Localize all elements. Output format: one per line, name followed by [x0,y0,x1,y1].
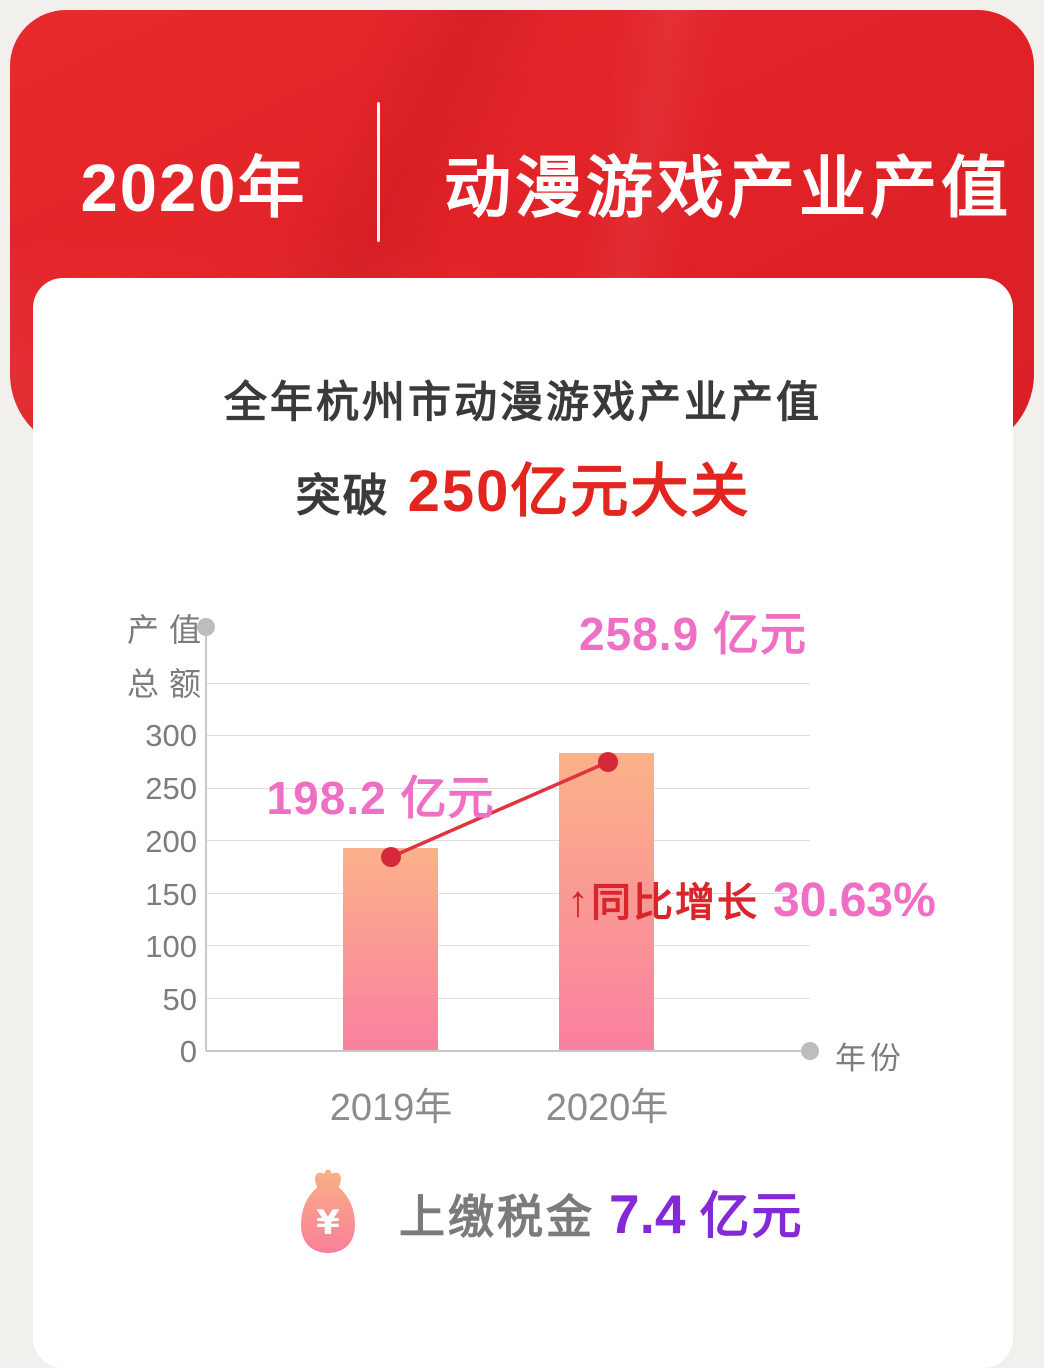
y-tick-label: 150 [145,877,197,912]
subtitle-prefix: 突破 [295,470,390,521]
gridline [206,893,810,894]
y-tick-label: 300 [145,718,197,753]
y-tick-label: 250 [145,771,197,806]
y-tick-label: 0 [179,1034,197,1069]
gridline [206,840,810,841]
card-title: 全年杭州市动漫游戏产业产值 [224,379,822,427]
growth-label: 同比增长 [591,881,759,925]
bar-label-2019: 198.2 亿元 [266,772,495,824]
x-axis-end-dot [801,1042,819,1060]
x-category-2020: 2020年 [545,1087,669,1129]
y-tick-label: 100 [145,929,197,964]
trend-line-overlay [381,752,618,867]
subtitle-highlight: 250亿元大关 [407,459,751,524]
banner-year: 2020年 [80,151,307,226]
tax-text: 上缴税金 7.4 亿元 [399,1176,803,1248]
bar-2019 [343,848,438,1050]
gridline [206,998,810,999]
growth-annotation: ↑ 同比增长 30.63% [567,870,936,928]
gridline [206,945,810,946]
banner-title: 动漫游戏产业产值 [444,151,1012,226]
gridline [206,683,810,684]
bar-label-2020: 258.9 亿元 [579,608,807,660]
growth-value: 30.63% [773,874,936,927]
banner-divider [377,102,380,242]
tax-unit: 亿元 [699,1188,804,1244]
yuan-symbol: ¥ [316,1203,340,1243]
money-bag-body [301,1186,355,1253]
x-axis-line [206,1050,810,1052]
x-category-2019: 2019年 [329,1087,453,1129]
tax-value: 7.4 [609,1183,686,1245]
up-arrow-icon: ↑ [567,877,589,926]
tax-label: 上缴税金 [399,1191,595,1243]
y-axis-end-dot [197,618,215,636]
y-axis-title: 产值 总额 [127,603,237,711]
red-banner: 2020年 动漫游戏产业产值 [10,10,1034,452]
trend-dot-2019 [381,847,401,867]
bar-2020 [559,753,654,1050]
gridline [206,788,810,789]
tax-summary: ¥ 上缴税金 7.4 亿元 [295,1168,803,1256]
x-axis-label: 年份 [835,1041,905,1076]
content-card: 全年杭州市动漫游戏产业产值 突破 250亿元大关 产值 总额 300 250 2… [33,278,1013,1368]
y-axis-line [205,627,207,1051]
y-axis-title-line2: 总额 [127,666,212,702]
y-axis-title-line1: 产值 [127,612,212,648]
money-bag-icon: ¥ [301,1169,355,1253]
trend-line [390,760,609,859]
gridline [206,735,810,736]
trend-dot-2020 [598,752,618,772]
y-tick-label: 200 [145,824,197,859]
money-bag-knot [315,1169,341,1192]
y-tick-label: 50 [162,982,197,1017]
card-subtitle: 突破 250亿元大关 [33,444,1013,528]
